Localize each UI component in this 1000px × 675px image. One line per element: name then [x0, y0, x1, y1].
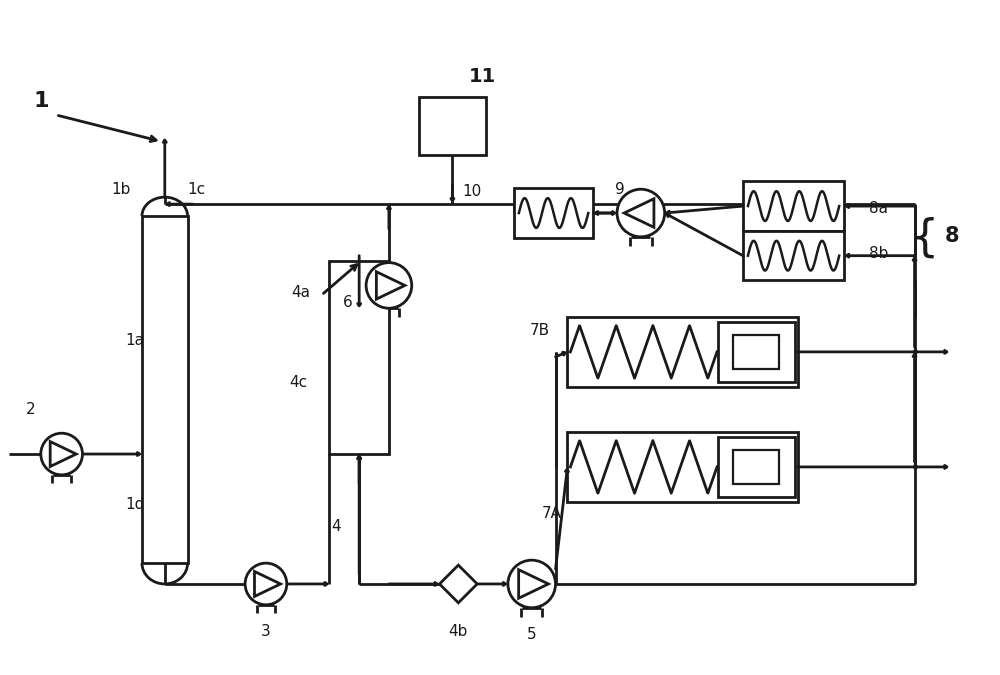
- Text: 1d: 1d: [125, 497, 144, 512]
- Polygon shape: [519, 570, 548, 598]
- Text: 10: 10: [463, 184, 482, 199]
- Text: 4: 4: [331, 519, 341, 535]
- Text: 4a: 4a: [292, 286, 311, 300]
- Text: 6: 6: [343, 295, 353, 311]
- Bar: [718, 322, 795, 381]
- Text: {: {: [911, 216, 939, 259]
- Text: 11: 11: [469, 67, 496, 86]
- Text: 8: 8: [944, 226, 959, 246]
- Circle shape: [508, 560, 556, 608]
- Text: 5: 5: [527, 626, 537, 641]
- Bar: [733, 450, 779, 484]
- Text: 2: 2: [26, 402, 36, 417]
- Circle shape: [245, 563, 287, 605]
- Bar: [743, 182, 844, 231]
- Bar: [567, 317, 798, 387]
- Text: 1a: 1a: [125, 333, 144, 348]
- Polygon shape: [440, 565, 477, 603]
- Text: 1: 1: [34, 91, 49, 111]
- Text: 3: 3: [261, 624, 271, 639]
- Text: 7A: 7A: [542, 506, 562, 522]
- Bar: [419, 97, 486, 155]
- Bar: [514, 188, 593, 238]
- Text: 8a: 8a: [869, 201, 888, 216]
- Circle shape: [617, 189, 665, 237]
- Bar: [567, 432, 798, 502]
- Circle shape: [41, 433, 82, 475]
- Text: 1c: 1c: [188, 182, 206, 197]
- Text: 4c: 4c: [290, 375, 308, 389]
- Polygon shape: [624, 198, 654, 227]
- Circle shape: [366, 263, 412, 308]
- Bar: [743, 231, 844, 281]
- Bar: [718, 437, 795, 497]
- Polygon shape: [50, 441, 76, 466]
- Text: 7B: 7B: [530, 323, 550, 338]
- Bar: [142, 216, 188, 563]
- Polygon shape: [376, 272, 405, 299]
- Bar: [733, 335, 779, 369]
- Text: 4b: 4b: [448, 624, 468, 639]
- Text: 8b: 8b: [869, 246, 888, 261]
- Text: 1b: 1b: [111, 182, 131, 197]
- Polygon shape: [254, 572, 281, 597]
- Text: 9: 9: [615, 182, 625, 197]
- Bar: [329, 261, 389, 454]
